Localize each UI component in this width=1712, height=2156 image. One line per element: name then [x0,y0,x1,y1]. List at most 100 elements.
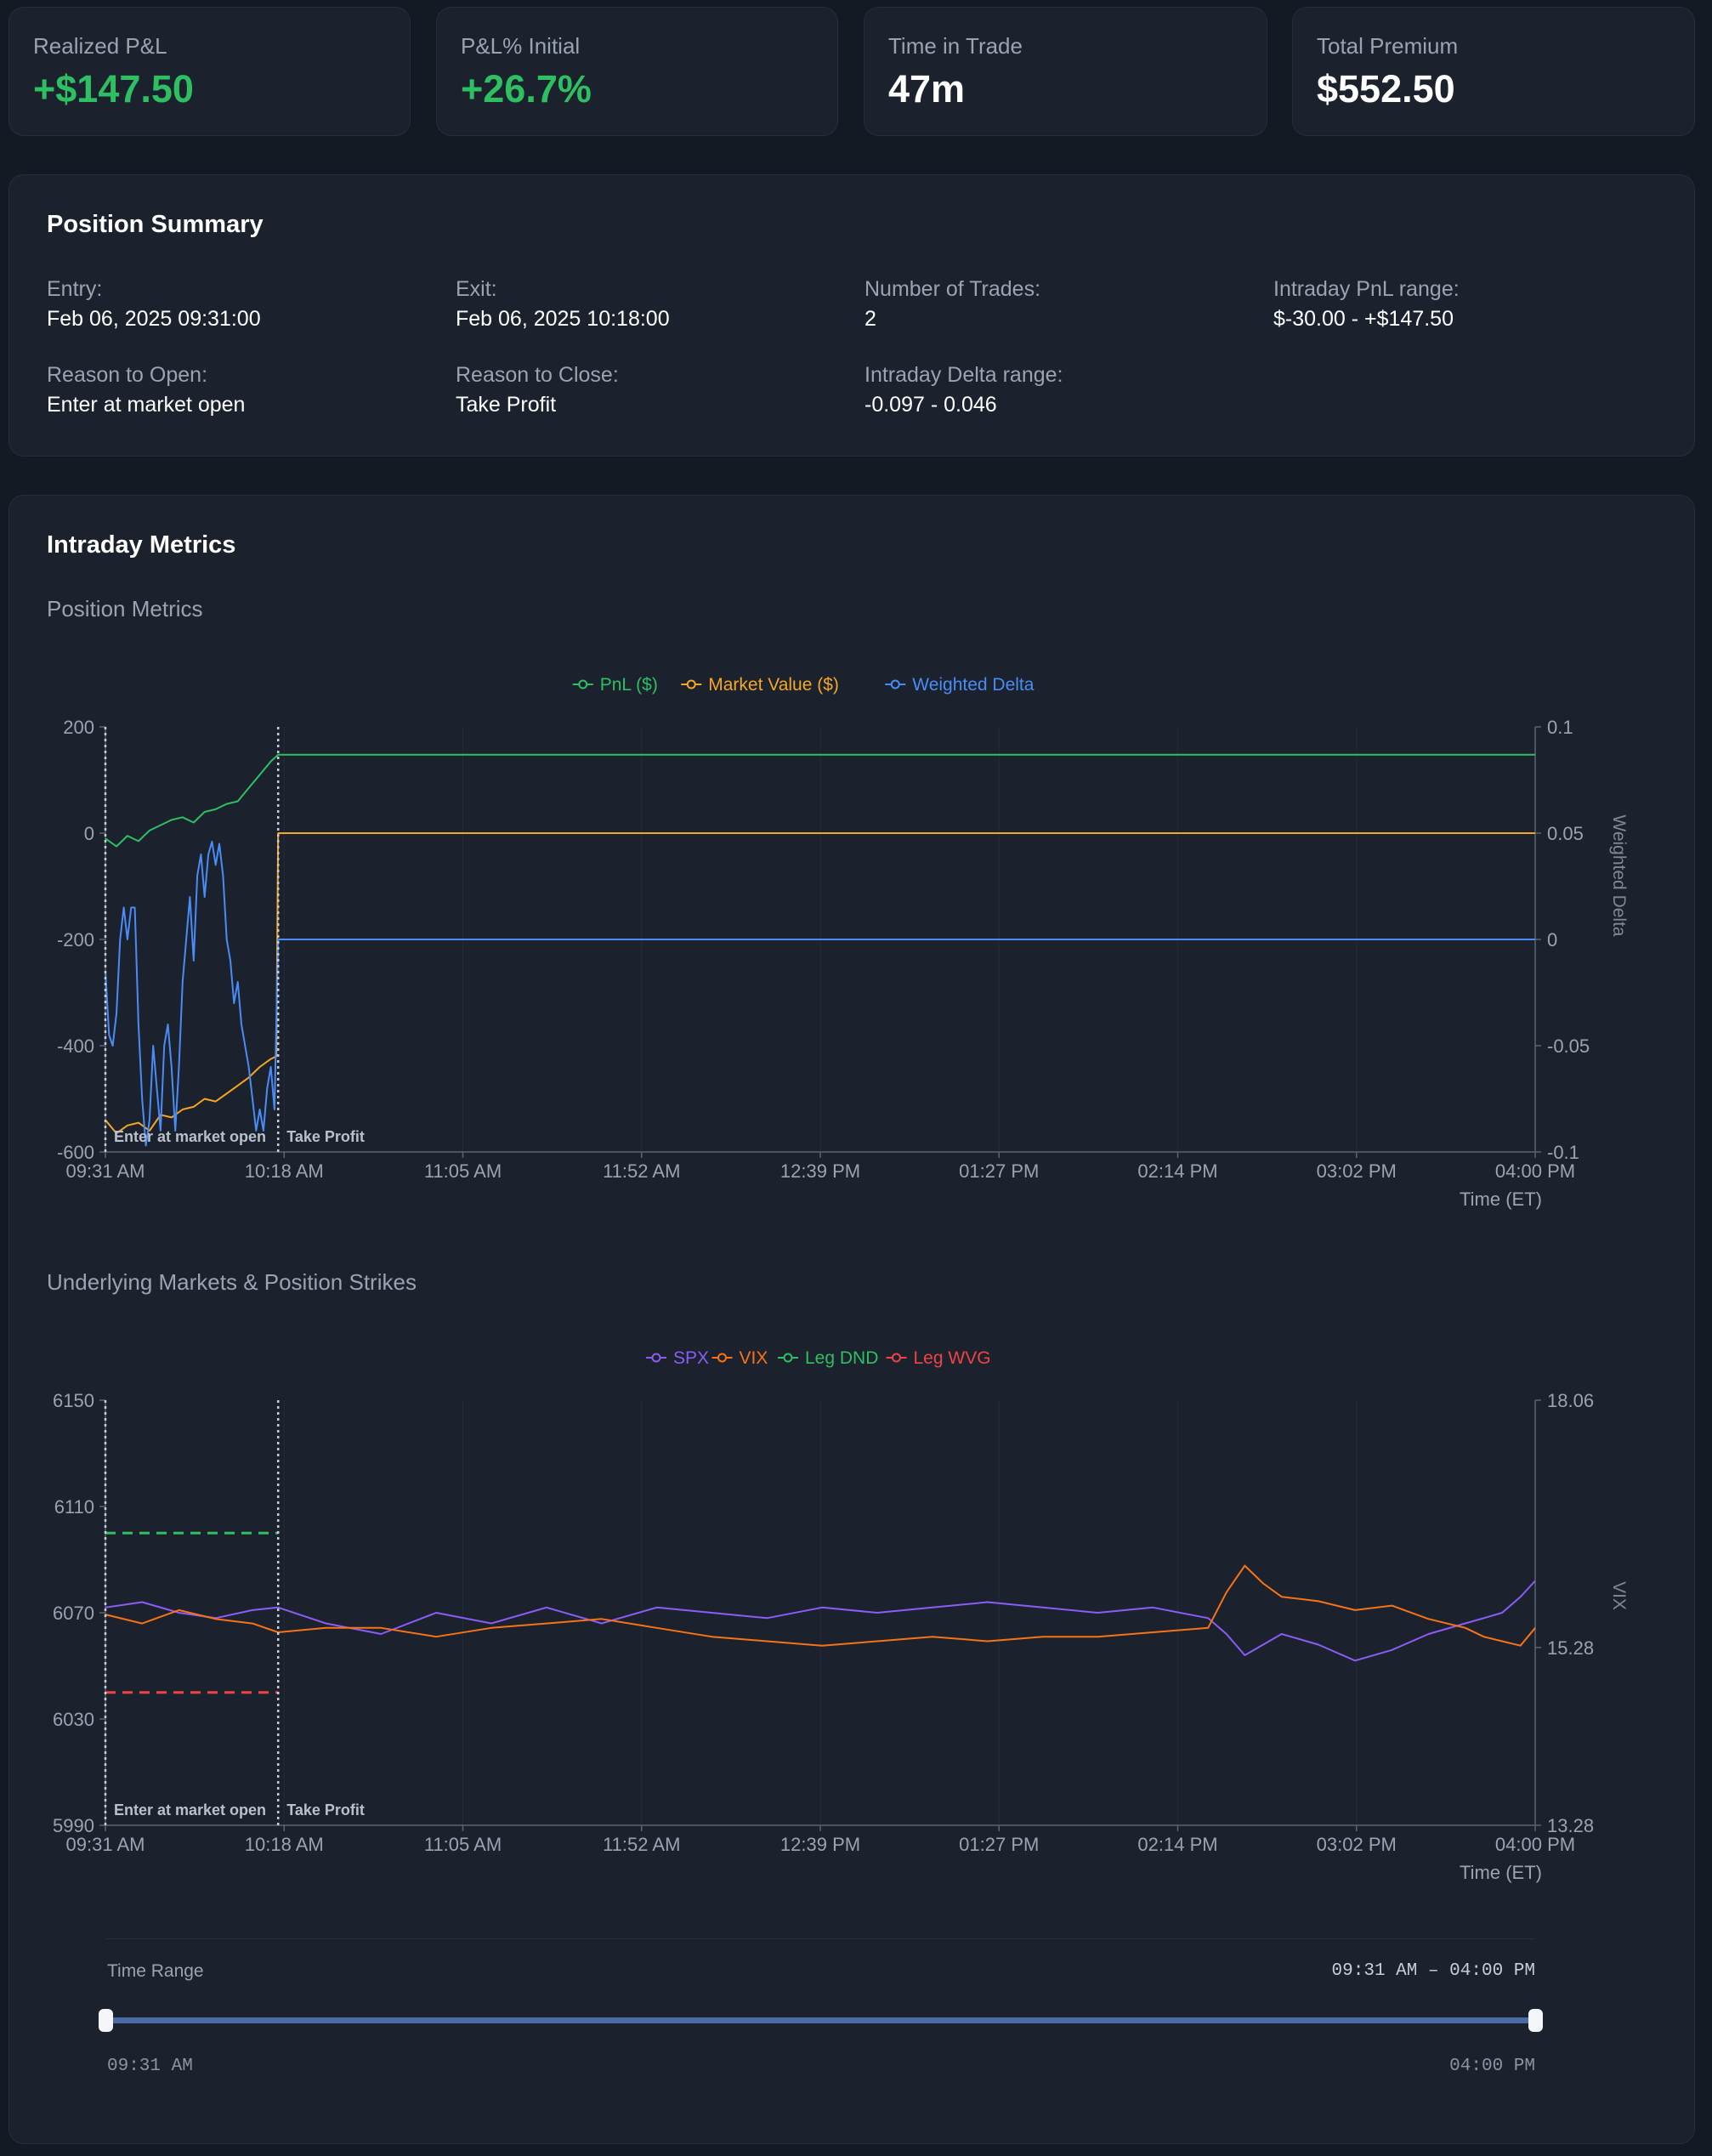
y-tick-label: 6030 [53,1709,94,1730]
series-line-spx [105,1580,1536,1662]
x-tick-label: 09:31 AM [66,1834,145,1855]
y-tick-label-right: 0 [1547,929,1557,950]
close-reason-value: Take Profit [456,393,557,417]
close-reason-label: Reason to Close: [456,363,619,387]
y-tick-label-right: -0.05 [1547,1035,1590,1057]
y-tick-label-right: 18.06 [1547,1390,1594,1411]
section-title: Position Summary [47,211,264,238]
x-tick-label: 11:05 AM [424,1834,502,1855]
legend-label: VIX [740,1348,768,1368]
x-tick-label: 12:39 PM [780,1834,860,1855]
time-range-label: Time Range [107,1961,204,1981]
y-tick-label: 200 [63,717,94,738]
y-axis-label-right: Weighted Delta [1609,814,1629,937]
delta-range-value: -0.097 - 0.046 [865,393,997,417]
y-tick-label: 6070 [53,1603,94,1624]
y-tick-label: -400 [57,1035,94,1057]
y-tick-label-right: 0.1 [1547,717,1573,738]
entry-value: Feb 06, 2025 09:31:00 [47,307,261,331]
underlying-markets-title: Underlying Markets & Position Strikes [47,1269,417,1295]
kpi-card-total-premium: Total Premium $552.50 [1292,7,1695,136]
x-tick-label: 03:02 PM [1317,1834,1397,1855]
series-line-pnl- [105,753,1535,848]
entry-label: Entry: [47,277,103,301]
y-tick-label: 6150 [53,1390,94,1411]
legend-marker [686,679,696,689]
kpi-card-pnl-percent: P&L% Initial +26.7% [436,7,838,136]
kpi-card-time-in-trade: Time in Trade 47m [864,7,1267,136]
legend-marker [717,1353,727,1363]
kpi-value: $552.50 [1317,67,1455,111]
legend-label: SPX [673,1348,709,1368]
pnl-range-label: Intraday PnL range: [1273,277,1460,301]
exit-annotation: Take Profit [286,1128,365,1145]
entry-annotation: Enter at market open [114,1128,266,1145]
exit-value: Feb 06, 2025 10:18:00 [456,307,670,331]
series-line-weighted-delta [105,841,1535,1147]
intraday-metrics-card: Intraday Metrics Position Metrics Underl… [9,495,1695,2144]
x-tick-label: 01:27 PM [959,1834,1039,1855]
exit-label: Exit: [456,277,497,301]
kpi-value: +26.7% [461,67,592,111]
position-summary-card: Position Summary Entry: Feb 06, 2025 09:… [9,174,1695,457]
time-range-start-label: 09:31 AM [107,2057,193,2076]
x-tick-label: 04:00 PM [1495,1160,1575,1182]
y-tick-label-right: -0.1 [1547,1142,1579,1163]
time-range-track[interactable] [105,2017,1535,2023]
legend-marker [890,679,900,689]
x-tick-label: 10:18 AM [245,1834,324,1855]
entry-annotation: Enter at market open [114,1801,266,1818]
legend-marker [578,679,588,689]
y-tick-label: 0 [84,823,94,844]
kpi-label: Total Premium [1317,33,1459,59]
open-reason-value: Enter at market open [47,393,246,417]
y-tick-label: 5990 [53,1815,94,1836]
y-axis-label-right: VIX [1609,1581,1629,1610]
trades-value: 2 [865,307,876,331]
open-reason-label: Reason to Open: [47,363,208,387]
exit-annotation: Take Profit [286,1801,365,1818]
legend-label: Leg DND [805,1348,878,1368]
kpi-value: +$147.50 [33,67,194,111]
kpi-label: Realized P&L [33,33,167,59]
kpi-card-realized-pnl: Realized P&L +$147.50 [9,7,411,136]
kpi-value: 47m [888,67,966,111]
kpi-label: P&L% Initial [461,33,581,59]
x-tick-label: 01:27 PM [959,1160,1039,1182]
x-tick-label: 09:31 AM [66,1160,145,1182]
time-range-panel: Time Range 09:31 AM – 04:00 PM 09:31 AM … [99,1938,1543,2076]
x-tick-label: 11:05 AM [424,1160,502,1182]
y-tick-label-right: 15.28 [1547,1637,1594,1659]
delta-range-label: Intraday Delta range: [865,363,1063,387]
position-metrics-chart: PnL ($) Market Value ($) Weighted Delta 09:… [57,675,1629,1210]
time-range-end-label: 04:00 PM [1449,2057,1535,2076]
x-tick-label: 04:00 PM [1495,1834,1575,1855]
time-range-end-handle[interactable] [1528,2009,1543,2032]
kpi-label: Time in Trade [888,33,1023,59]
legend-label: Leg WVG [914,1348,991,1368]
x-tick-label: 10:18 AM [245,1160,324,1182]
underlying-markets-chart: SPX VIX Leg DND Leg WVG 09:31 AM 10:18 AM 11:0… [53,1348,1629,1883]
series-line-vix [105,1564,1536,1647]
legend-marker [651,1353,661,1363]
y-tick-label: 6110 [54,1496,94,1518]
trades-label: Number of Trades: [865,277,1041,301]
section-title: Intraday Metrics [47,531,236,559]
y-tick-label: -200 [57,929,94,950]
y-tick-label-right: 13.28 [1547,1815,1594,1836]
legend-label: Weighted Delta [912,675,1035,695]
x-axis-label: Time (ET) [1460,1862,1542,1883]
y-tick-label: -600 [57,1142,94,1163]
x-tick-label: 11:52 AM [603,1834,680,1855]
x-tick-label: 03:02 PM [1317,1160,1397,1182]
position-metrics-title: Position Metrics [47,596,203,621]
time-range-start-handle[interactable] [99,2009,113,2032]
legend-marker [892,1353,901,1363]
x-axis-label: Time (ET) [1460,1189,1542,1210]
legend-label: PnL ($) [600,675,658,695]
x-tick-label: 02:14 PM [1137,1160,1217,1182]
legend-marker [783,1353,793,1363]
series-line-market-value- [105,832,1535,1135]
y-tick-label-right: 0.05 [1547,823,1584,844]
x-tick-label: 02:14 PM [1137,1834,1217,1855]
